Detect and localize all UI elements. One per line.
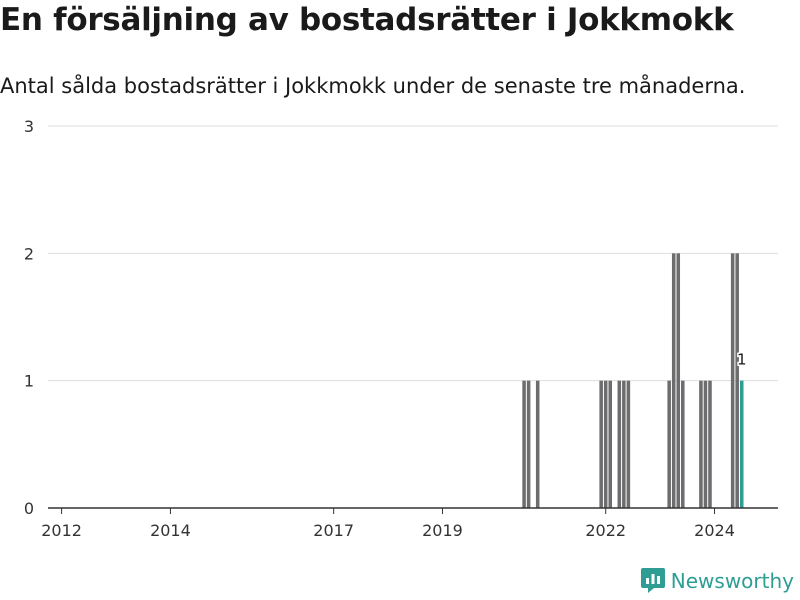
brand-name: Newsworthy xyxy=(670,568,794,593)
bar-highlight xyxy=(739,380,744,508)
bar xyxy=(626,380,631,508)
brand-logo: Newsworthy xyxy=(640,567,794,594)
y-tick-label: 3 xyxy=(24,117,34,136)
y-tick-label: 2 xyxy=(24,244,34,263)
y-tick-label: 1 xyxy=(24,372,34,391)
x-tick-label: 2022 xyxy=(585,521,626,540)
bar xyxy=(617,380,622,508)
x-tick-label: 2014 xyxy=(150,521,191,540)
x-tick-label: 2019 xyxy=(422,521,463,540)
y-tick-label: 0 xyxy=(24,499,34,518)
bar xyxy=(703,380,708,508)
bar xyxy=(603,380,608,508)
bar xyxy=(708,380,712,508)
chart-title: En försäljning av bostadsrätter i Jokkmo… xyxy=(0,2,734,38)
bar xyxy=(599,380,603,508)
bar xyxy=(699,380,703,508)
bar xyxy=(522,380,526,508)
x-tick-label: 2012 xyxy=(41,521,82,540)
bar xyxy=(671,253,676,508)
bar xyxy=(676,253,681,508)
bar xyxy=(526,380,531,508)
bar xyxy=(622,380,626,508)
x-tick-label: 2024 xyxy=(694,521,735,540)
bar xyxy=(730,253,735,508)
bar xyxy=(681,380,685,508)
x-tick-label: 2017 xyxy=(313,521,354,540)
bar xyxy=(735,253,739,508)
bar xyxy=(535,380,540,508)
bar xyxy=(608,380,613,508)
newsworthy-logo-icon xyxy=(640,568,665,593)
data-label: 1 xyxy=(737,351,747,369)
chart-subtitle: Antal sålda bostadsrätter i Jokkmokk und… xyxy=(0,74,746,98)
bar xyxy=(667,380,671,508)
